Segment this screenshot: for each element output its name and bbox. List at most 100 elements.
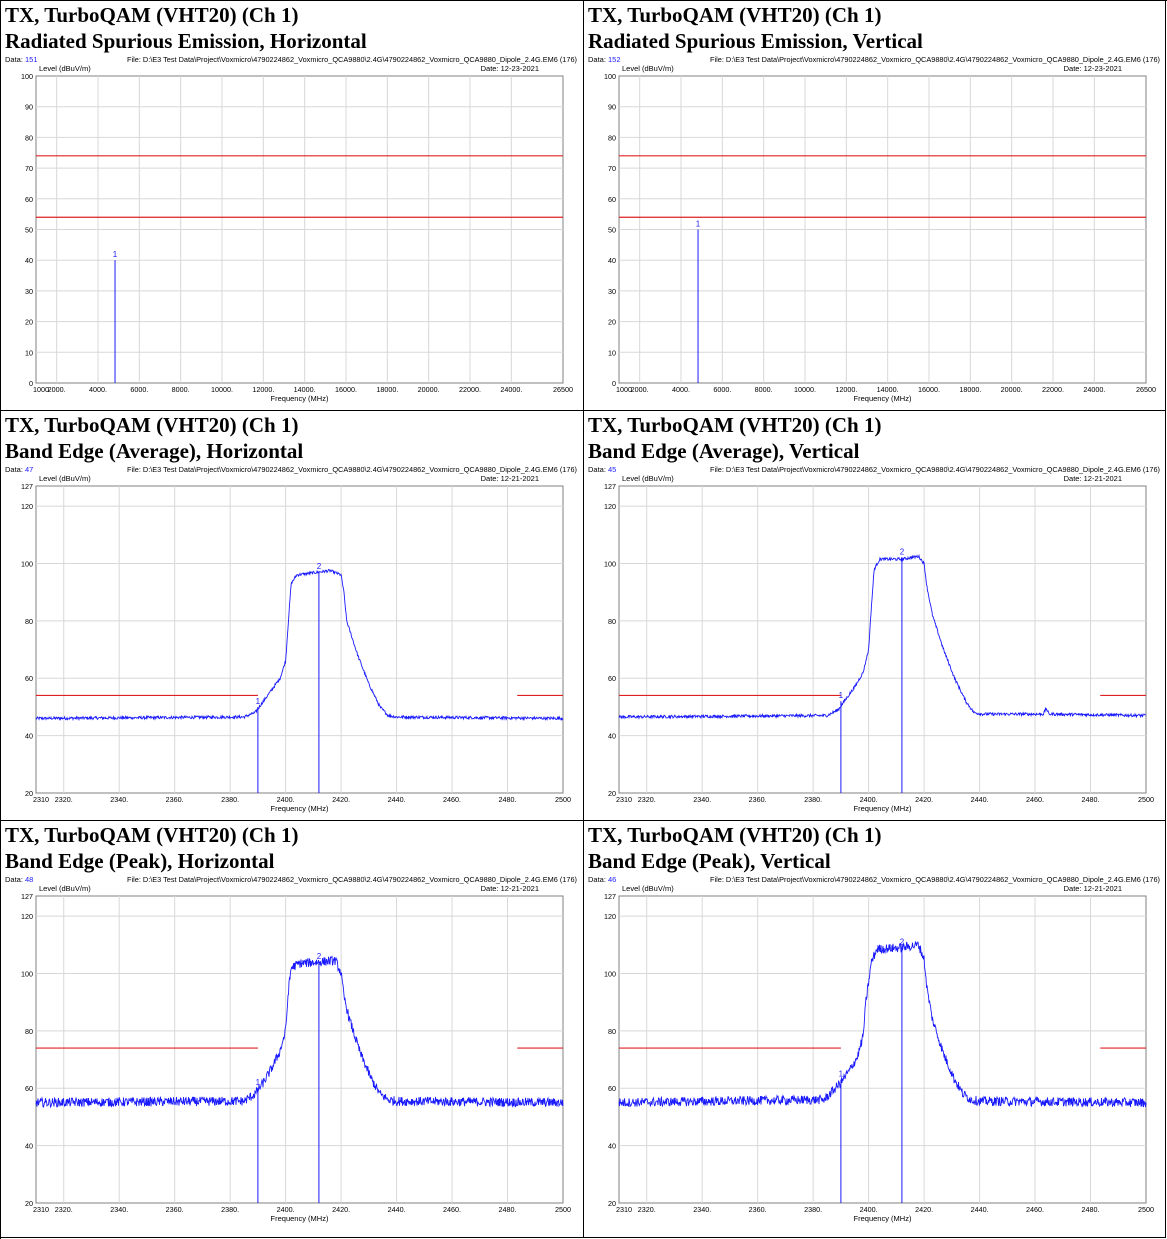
data-label: Data: 151 — [5, 55, 38, 64]
x-tick-label: 2440. — [388, 795, 406, 804]
chart-cell-3: TX, TurboQAM (VHT20) (Ch 1) Band Edge (Av… — [1, 411, 584, 821]
marker-label: 2 — [900, 938, 905, 947]
marker-label: 1 — [839, 1070, 844, 1079]
y-tick-label: 10 — [608, 348, 616, 357]
file-path: File: D:\E3 Test Data\Project\Voxmicro\4… — [710, 55, 1160, 64]
y-tick-label: 0 — [612, 379, 616, 388]
y-axis-label: Level (dBuV/m) — [622, 474, 674, 483]
y-tick-label: 60 — [25, 674, 33, 683]
emission-plot: Data: 151 File: D:\E3 Test Data\Project\V… — [5, 55, 577, 403]
chart-subtitle: Band Edge (Average), Vertical — [588, 439, 860, 463]
chart-subtitle: Band Edge (Peak), Vertical — [588, 849, 831, 873]
y-tick-label: 20 — [608, 318, 616, 327]
x-tick-label: 8000. — [755, 385, 773, 394]
y-axis-label: Level (dBuV/m) — [39, 474, 91, 483]
test-date: Date: 12-21-2021 — [481, 884, 539, 893]
y-tick-label: 20 — [25, 789, 33, 798]
x-tick-label: 2360. — [166, 795, 184, 804]
chart-subtitle: Radiated Spurious Emission, Vertical — [588, 29, 923, 53]
file-path: File: D:\E3 Test Data\Project\Voxmicro\4… — [710, 465, 1160, 474]
data-number: 46 — [608, 875, 616, 884]
y-tick-label: 40 — [608, 256, 616, 265]
marker-label: 1 — [696, 220, 701, 229]
emission-trace — [618, 553, 1147, 720]
x-tick-label: 2500 — [555, 795, 571, 804]
file-path: File: D:\E3 Test Data\Project\Voxmicro\4… — [127, 55, 577, 64]
data-label: Data: 48 — [5, 875, 33, 884]
file-path: File: D:\E3 Test Data\Project\Voxmicro\4… — [127, 465, 577, 474]
y-tick-label: 40 — [608, 1142, 616, 1151]
x-tick-label: 2480. — [1082, 795, 1100, 804]
x-tick-label: 2460. — [1026, 1205, 1044, 1214]
x-axis-label: Frequency (MHz) — [854, 804, 912, 813]
y-tick-label: 70 — [25, 164, 33, 173]
chart-heading: TX, TurboQAM (VHT20) (Ch 1) Band Edge (Pe… — [588, 822, 881, 874]
data-label: Data: 152 — [588, 55, 621, 64]
data-label: Data: 47 — [5, 465, 33, 474]
x-tick-label: 2360. — [749, 1205, 767, 1214]
x-tick-label: 18000. — [376, 385, 398, 394]
chart-cell-1: TX, TurboQAM (VHT20) (Ch 1) Radiated Spur… — [1, 1, 584, 411]
y-tick-label: 90 — [25, 103, 33, 112]
chart-subtitle: Band Edge (Average), Horizontal — [5, 439, 304, 463]
y-tick-label: 127 — [21, 892, 33, 901]
plot-area — [35, 895, 564, 1204]
data-number: 47 — [25, 465, 33, 474]
x-tick-label: 16000. — [335, 385, 357, 394]
y-tick-label: 20 — [25, 318, 33, 327]
x-tick-label: 2420. — [915, 1205, 933, 1214]
y-tick-label: 50 — [608, 226, 616, 235]
chart-subtitle: Band Edge (Peak), Horizontal — [5, 849, 275, 873]
test-date: Date: 12-23-2021 — [481, 64, 539, 73]
marker-label: 1 — [256, 1078, 261, 1087]
y-tick-label: 10 — [25, 348, 33, 357]
x-axis-label: Frequency (MHz) — [271, 804, 329, 813]
x-tick-label: 6000. — [713, 385, 731, 394]
x-tick-label: 20000. — [418, 385, 440, 394]
chart-title: TX, TurboQAM (VHT20) (Ch 1) — [5, 413, 299, 437]
x-tick-label: 14000. — [877, 385, 899, 394]
y-tick-label: 120 — [21, 502, 33, 511]
x-tick-label: 24000. — [500, 385, 522, 394]
x-tick-label: 2480. — [499, 1205, 517, 1214]
y-tick-label: 30 — [25, 287, 33, 296]
chart-title: TX, TurboQAM (VHT20) (Ch 1) — [5, 3, 299, 27]
y-tick-label: 100 — [21, 72, 33, 81]
x-tick-label: 2320. — [638, 795, 656, 804]
y-tick-label: 100 — [604, 559, 616, 568]
data-number: 48 — [25, 875, 33, 884]
x-tick-label: 2310 — [33, 1205, 49, 1214]
x-tick-label: 2440. — [971, 795, 989, 804]
chart-subtitle: Radiated Spurious Emission, Horizontal — [5, 29, 367, 53]
x-tick-label: 12000. — [835, 385, 857, 394]
x-tick-label: 2500 — [1138, 1205, 1154, 1214]
y-tick-label: 127 — [21, 482, 33, 491]
y-tick-label: 40 — [25, 256, 33, 265]
x-tick-label: 16000. — [918, 385, 940, 394]
x-tick-label: 4000. — [672, 385, 690, 394]
chart-heading: TX, TurboQAM (VHT20) (Ch 1) Band Edge (Av… — [588, 412, 881, 464]
chart-heading: TX, TurboQAM (VHT20) (Ch 1) Radiated Spur… — [588, 2, 923, 54]
x-tick-label: 14000. — [294, 385, 316, 394]
emission-trace — [35, 955, 564, 1109]
y-tick-label: 20 — [608, 1199, 616, 1208]
y-tick-label: 80 — [608, 617, 616, 626]
y-tick-label: 50 — [25, 226, 33, 235]
plot-area — [618, 895, 1147, 1204]
x-tick-label: 20000. — [1001, 385, 1023, 394]
x-tick-label: 2400. — [277, 1205, 295, 1214]
x-tick-label: 2420. — [332, 795, 350, 804]
data-label: Data: 45 — [588, 465, 616, 474]
x-tick-label: 2310 — [33, 795, 49, 804]
x-tick-label: 2380. — [221, 1205, 239, 1214]
x-tick-label: 2400. — [860, 795, 878, 804]
x-tick-label: 2460. — [443, 795, 461, 804]
y-tick-label: 40 — [25, 732, 33, 741]
emission-plot: Data: 48 File: D:\E3 Test Data\Project\Vo… — [5, 875, 577, 1223]
y-tick-label: 80 — [25, 617, 33, 626]
data-label: Data: 46 — [588, 875, 616, 884]
marker-label: 1 — [256, 697, 261, 706]
chart-title: TX, TurboQAM (VHT20) (Ch 1) — [588, 3, 882, 27]
y-tick-label: 80 — [25, 1027, 33, 1036]
